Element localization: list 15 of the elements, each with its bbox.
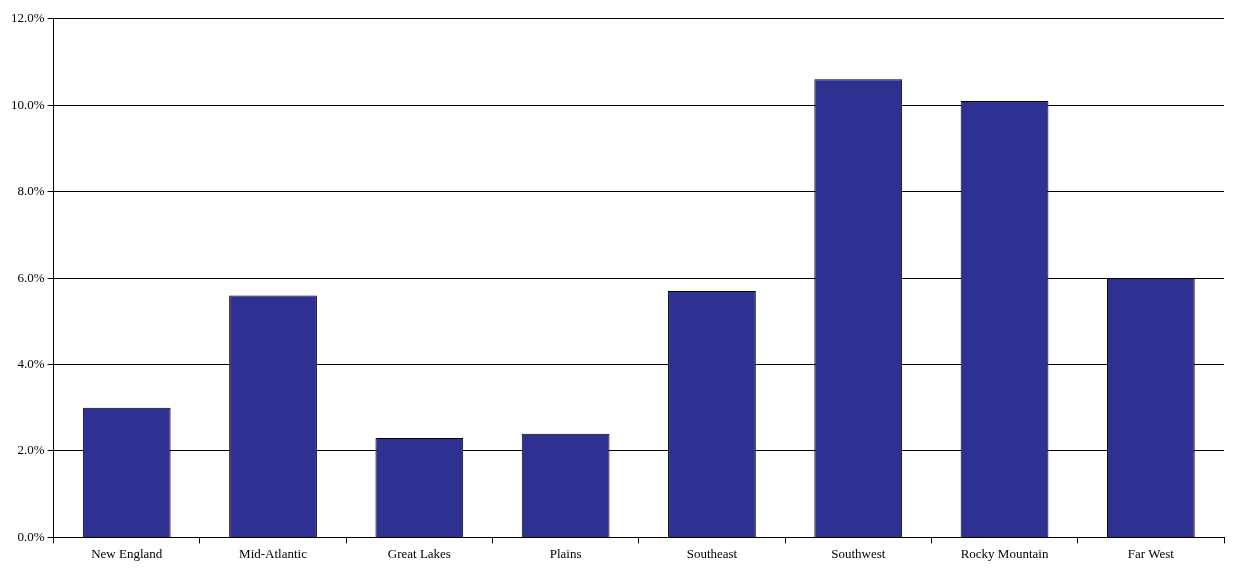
x-tick-label: Far West — [1127, 545, 1175, 561]
y-tick-label: 2.0% — [17, 442, 45, 458]
x-tick-label: Mid-Atlantic — [239, 545, 308, 561]
y-tick-label: 4.0% — [17, 355, 45, 371]
y-tick-label: 0.0% — [17, 528, 45, 544]
x-tick-label: Plains — [549, 545, 582, 561]
y-tick-label: 8.0% — [17, 183, 45, 199]
x-tick-label: Great Lakes — [387, 545, 451, 561]
x-tick-label: Rocky Mountain — [960, 545, 1049, 561]
y-tick-label: 10.0% — [10, 96, 45, 112]
x-tick-label: Southwest — [831, 545, 886, 561]
y-tick-label: 12.0% — [10, 10, 45, 26]
x-tick-label: Southeast — [686, 545, 738, 561]
x-tick-label: New England — [91, 545, 163, 561]
y-tick-label: 6.0% — [17, 269, 45, 285]
